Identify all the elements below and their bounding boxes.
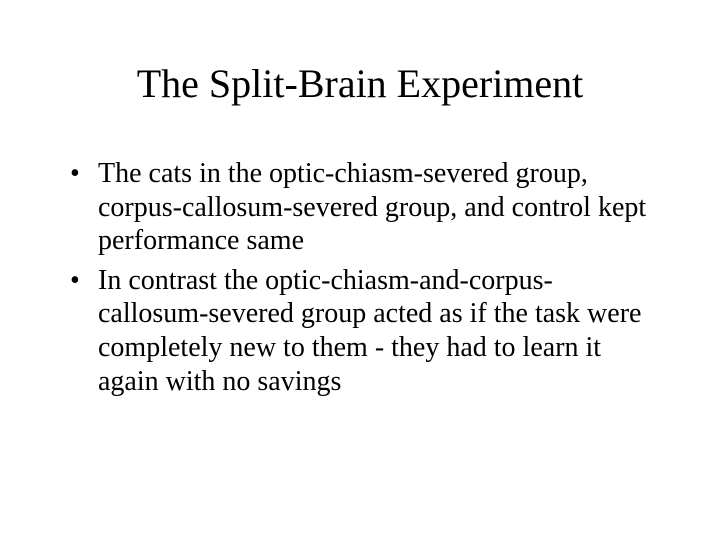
slide-title: The Split-Brain Experiment [60, 60, 660, 107]
bullet-item: In contrast the optic-chiasm-and-corpus-… [70, 264, 660, 398]
bullet-list: The cats in the optic-chiasm-severed gro… [70, 157, 660, 398]
bullet-item: The cats in the optic-chiasm-severed gro… [70, 157, 660, 258]
slide: The Split-Brain Experiment The cats in t… [0, 0, 720, 540]
